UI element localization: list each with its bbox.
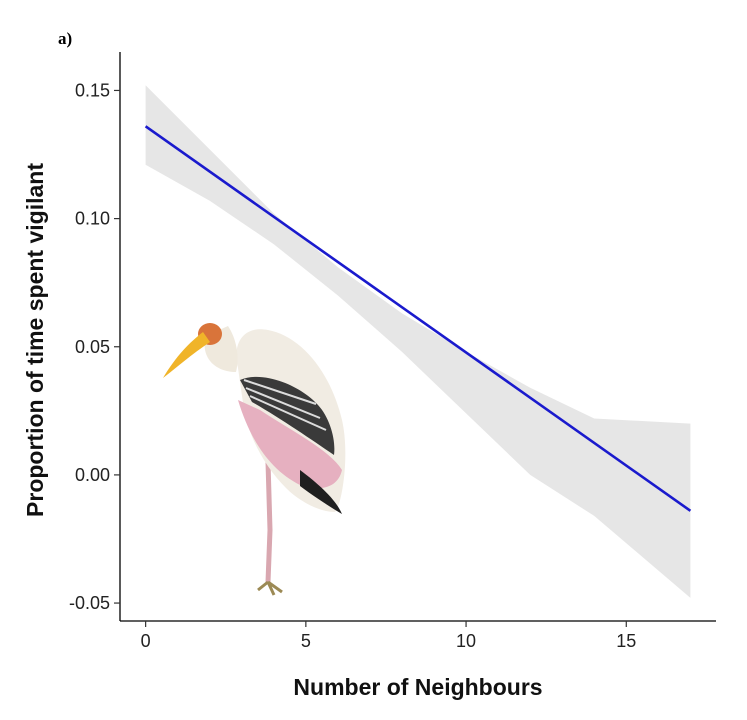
x-axis-title: Number of Neighbours (293, 674, 542, 700)
y-axis-title: Proportion of time spent vigilant (22, 163, 48, 517)
plot-area: 0 5 10 15 -0.05 0.00 0.05 0.10 0.15 (69, 52, 716, 651)
x-tick-label: 10 (456, 631, 476, 651)
y-tick-label: 0.00 (75, 465, 110, 485)
confidence-band (145, 85, 691, 598)
y-tick-label: -0.05 (69, 593, 110, 613)
y-tick-label: 0.10 (75, 209, 110, 229)
y-tick-label: 0.15 (75, 80, 110, 100)
x-tick-label: 15 (616, 631, 636, 651)
panel-label: a) (58, 29, 72, 48)
painted-stork-icon (163, 323, 346, 596)
series-line (144, 125, 692, 512)
y-tick-label: 0.05 (75, 337, 110, 357)
x-tick-label: 0 (141, 631, 151, 651)
x-tick-label: 5 (301, 631, 311, 651)
